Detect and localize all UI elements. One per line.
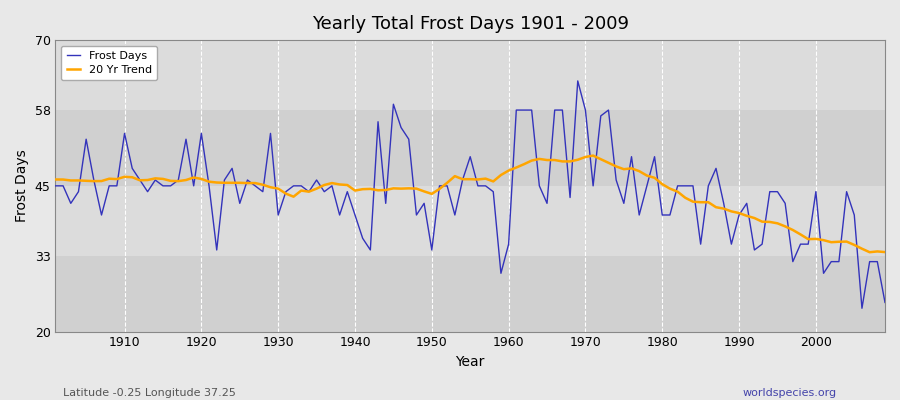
Bar [56,40,885,110]
Text: Latitude -0.25 Longitude 37.25: Latitude -0.25 Longitude 37.25 [63,388,236,398]
20 Yr Trend [603,160,614,165]
Frost Days [503,242,514,246]
Legend: Frost Days, 20 Yr Trend: Frost Days, 20 Yr Trend [61,46,158,80]
Bar [56,186,885,256]
20 Yr Trend [588,153,598,158]
20 Yr Trend [281,191,292,196]
Frost Days [603,108,614,112]
20 Yr Trend [327,181,338,186]
Text: worldspecies.org: worldspecies.org [742,388,837,398]
Frost Days [281,189,292,194]
Bar [56,110,885,186]
Frost Days [50,184,61,188]
Frost Days [857,306,868,311]
Frost Days [112,184,122,188]
X-axis label: Year: Year [455,355,485,369]
Frost Days [327,184,338,188]
20 Yr Trend [879,250,890,254]
Title: Yearly Total Frost Days 1901 - 2009: Yearly Total Frost Days 1901 - 2009 [311,15,629,33]
20 Yr Trend [496,173,507,178]
Line: Frost Days: Frost Days [56,81,885,308]
20 Yr Trend [864,250,875,255]
Bar [56,256,885,332]
Frost Days [572,78,583,83]
20 Yr Trend [50,177,61,182]
Line: 20 Yr Trend: 20 Yr Trend [56,156,885,252]
Frost Days [496,271,507,276]
20 Yr Trend [503,168,514,173]
Frost Days [879,300,890,305]
20 Yr Trend [112,177,122,182]
Y-axis label: Frost Days: Frost Days [15,150,29,222]
